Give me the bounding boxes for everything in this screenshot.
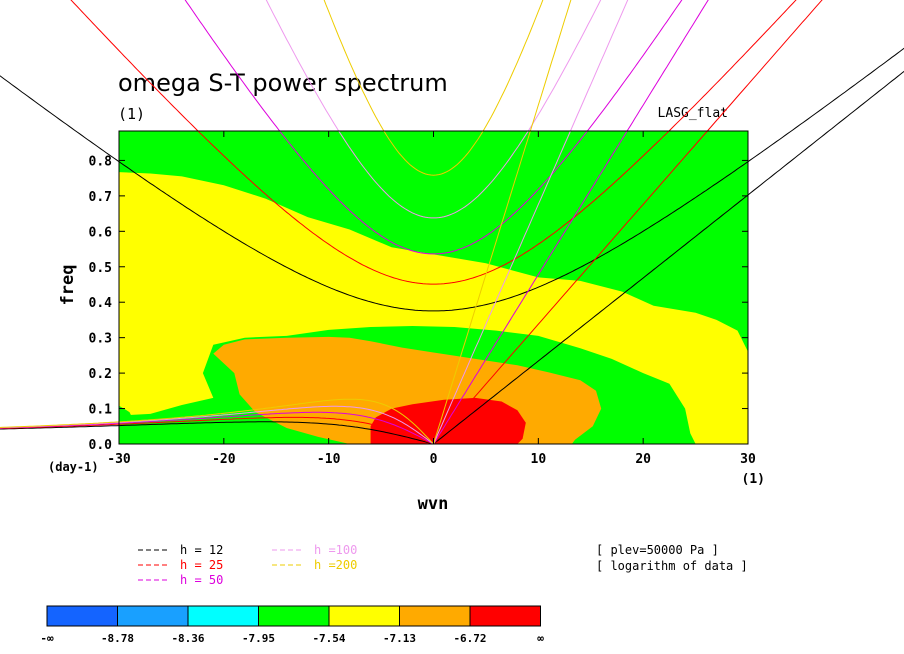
- y-tick-label: 0.4: [89, 296, 113, 311]
- colorbar-label: -7.54: [312, 632, 345, 645]
- y-tick-label: 0.7: [89, 190, 112, 205]
- kelvin-wave-line: [433, 0, 629, 444]
- kelvin-wave-line: [433, 0, 823, 444]
- gravity-wave-line: [265, 0, 602, 219]
- legend-item-h100: h =100: [272, 543, 357, 557]
- colorbar: -∞ -8.78 -8.36 -7.95 -7.54 -7.13 -6.72 ∞: [40, 605, 544, 645]
- y-tick-label: 0.1: [89, 403, 113, 418]
- contour-bands: [119, 131, 748, 444]
- legend-item-h25: h = 25: [138, 558, 223, 572]
- dispersion-curve-h200: [0, 0, 572, 444]
- colorbar-label: -8.78: [101, 632, 134, 645]
- colorbar-label: -∞: [40, 632, 54, 645]
- x-axis-label: wvn: [418, 494, 449, 514]
- rossby-wave-line: [0, 416, 434, 444]
- colorbar-swatch-4: [328, 605, 400, 627]
- gravity-wave-line: [323, 0, 544, 176]
- colorbar-swatch-0: [46, 605, 118, 627]
- kelvin-wave-line: [433, 0, 572, 444]
- legend-label: h =200: [314, 558, 357, 572]
- title-units: (1): [118, 105, 145, 123]
- kelvin-wave-line: [433, 70, 904, 444]
- legend-label: h = 12: [180, 543, 223, 557]
- x-tick-label: -20: [212, 452, 236, 467]
- x-tick-label: 10: [531, 452, 547, 467]
- x-tick-label: 0: [430, 452, 438, 467]
- legend-item-h50: h = 50: [138, 573, 223, 587]
- y-tick-label: 0.0: [89, 438, 113, 453]
- x-tick-label: -30: [107, 452, 131, 467]
- contour-band-4: [119, 172, 748, 444]
- gravity-wave-line: [70, 0, 797, 285]
- y-tick-label: 0.3: [89, 332, 112, 347]
- legend-label: h = 25: [180, 558, 223, 572]
- colorbar-swatch-5: [399, 605, 471, 627]
- x-axis-units: (1): [742, 472, 765, 487]
- x-tick-label: 30: [740, 452, 756, 467]
- y-axis-label: freq: [58, 265, 78, 306]
- y-axis-units: (day-1): [48, 460, 99, 474]
- colorbar-label: -7.95: [242, 632, 275, 645]
- chart-title: omega S-T power spectrum: [118, 69, 448, 97]
- legend-label: h = 50: [180, 573, 223, 587]
- x-tick-label: -10: [317, 452, 341, 467]
- legend-item-h12: h = 12: [138, 543, 223, 557]
- info-line-plev: [ plev=50000 Pa ]: [596, 543, 719, 557]
- model-label: LASG_flat: [658, 106, 728, 121]
- x-axis: -30 -20 -10 0 10 20 30: [107, 131, 756, 467]
- gravity-wave-line: [184, 0, 683, 255]
- y-tick-label: 0.8: [89, 154, 113, 169]
- contour-band-3: [119, 131, 748, 352]
- legend-item-h200: h =200: [272, 558, 357, 572]
- x-tick-label: 20: [635, 452, 651, 467]
- rossby-wave-line: [0, 421, 434, 444]
- colorbar-swatch-3: [258, 605, 330, 627]
- y-tick-label: 0.2: [89, 367, 112, 382]
- y-tick-label: 0.6: [89, 225, 113, 240]
- colorbar-label: -7.13: [383, 632, 416, 645]
- kelvin-wave-line: [433, 0, 709, 444]
- colorbar-swatch-6: [469, 605, 541, 627]
- colorbar-swatch-2: [187, 605, 259, 627]
- colorbar-label: -8.36: [171, 632, 204, 645]
- colorbar-swatch-1: [117, 605, 189, 627]
- colorbar-label: ∞: [537, 632, 544, 645]
- colorbar-label: -6.72: [453, 632, 486, 645]
- rossby-wave-line: [0, 398, 434, 444]
- dispersion-curve-h25: [0, 0, 823, 444]
- y-axis: 0.0 0.1 0.2 0.3 0.4 0.5 0.6 0.7 0.8: [89, 154, 748, 453]
- legend-label: h =100: [314, 543, 357, 557]
- info-line-log: [ logarithm of data ]: [596, 559, 748, 573]
- dispersion-curves: [0, 0, 904, 444]
- y-tick-label: 0.5: [89, 261, 112, 276]
